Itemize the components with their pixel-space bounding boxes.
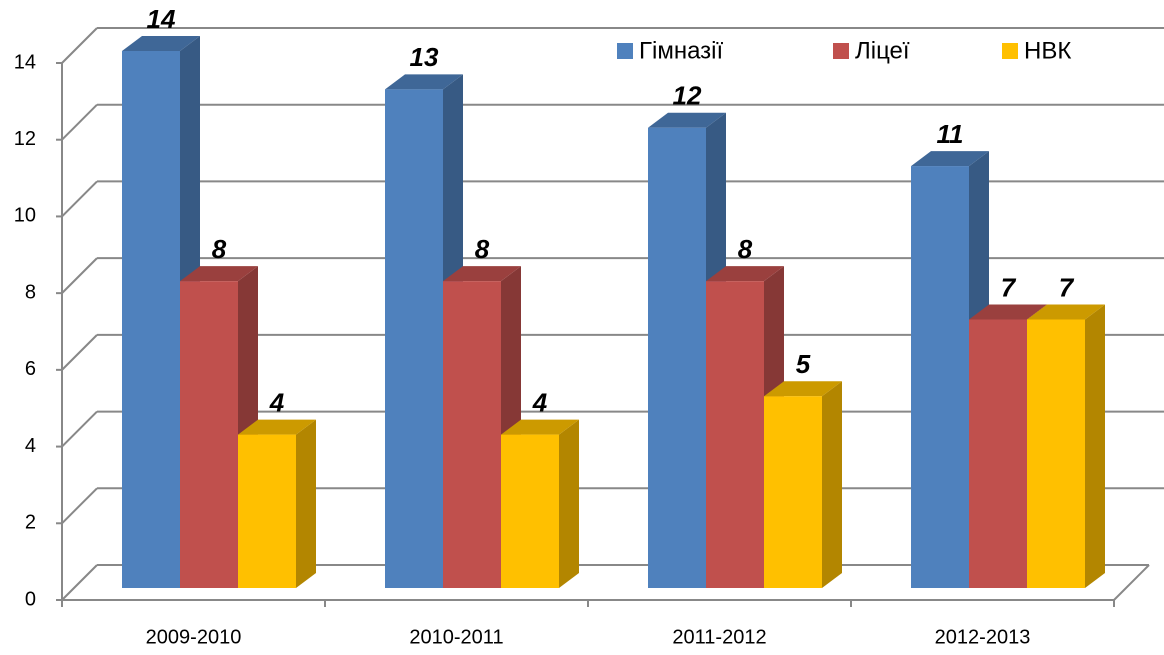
- bar-top: [706, 266, 784, 282]
- bar-top: [385, 74, 463, 90]
- x-tick-label: 2009-2010: [146, 626, 242, 648]
- grid-diagonal: [61, 27, 98, 64]
- y-tick-label: 12: [14, 128, 36, 150]
- value-label: 5: [796, 349, 811, 379]
- legend-swatch: [617, 43, 633, 59]
- floor-edge: [1113, 564, 1150, 601]
- grid-diagonal: [61, 257, 98, 294]
- bar: [122, 51, 180, 588]
- legend-label: Ліцеї: [855, 37, 910, 64]
- bar-top: [1027, 304, 1105, 320]
- value-label: 4: [532, 387, 548, 417]
- x-tick-label: 2011-2012: [672, 626, 766, 648]
- grid-diagonal: [61, 104, 98, 141]
- value-label: 8: [212, 234, 227, 264]
- y-tick-label: 0: [25, 588, 36, 610]
- bar-side: [559, 419, 579, 588]
- grid-diagonal: [61, 410, 98, 448]
- bar: [969, 319, 1027, 588]
- bar-side: [1085, 304, 1105, 588]
- x-tick-label: 2012-2013: [935, 626, 1031, 648]
- value-label: 11: [937, 119, 964, 149]
- bar-top: [969, 304, 1047, 320]
- grid-diagonal: [61, 487, 98, 524]
- bar: [385, 89, 443, 588]
- bar: [238, 434, 296, 588]
- bar: [764, 396, 822, 588]
- bar-top: [443, 266, 521, 282]
- bar-top: [238, 419, 316, 435]
- bar: [911, 166, 969, 589]
- value-label: 14: [147, 4, 176, 34]
- legend-swatch: [1002, 43, 1018, 59]
- bar-top: [501, 419, 579, 435]
- bar-top: [764, 381, 842, 397]
- bar-side: [822, 381, 842, 588]
- grid-diagonal: [61, 180, 98, 218]
- legend-label: НВК: [1024, 37, 1071, 64]
- y-tick-label: 2: [25, 512, 36, 534]
- value-label: 7: [1001, 272, 1017, 302]
- bar-top: [911, 151, 989, 167]
- value-label: 8: [738, 234, 753, 264]
- value-label: 8: [475, 234, 490, 264]
- y-tick-label: 14: [14, 51, 36, 73]
- y-tick-label: 10: [14, 205, 36, 227]
- bar: [648, 127, 706, 588]
- bar: [706, 281, 764, 588]
- bar: [180, 281, 238, 588]
- value-label: 13: [410, 42, 439, 72]
- value-label: 4: [269, 387, 285, 417]
- legend-label: Гімназії: [639, 37, 723, 64]
- legend-swatch: [833, 43, 849, 59]
- y-tick-label: 8: [25, 281, 36, 303]
- bar: [501, 434, 559, 588]
- bar-top: [122, 36, 200, 51]
- bar-top: [180, 266, 258, 282]
- grid-diagonal: [61, 334, 98, 371]
- bar-side: [296, 419, 316, 588]
- bar: [1027, 319, 1085, 588]
- grid-diagonal: [61, 564, 98, 601]
- value-label: 12: [673, 81, 702, 111]
- x-tick-label: 2010-2011: [409, 626, 503, 648]
- bar: [443, 281, 501, 588]
- value-label: 7: [1059, 272, 1075, 302]
- bar-top: [648, 112, 726, 128]
- y-tick-label: 6: [25, 358, 36, 380]
- y-tick-label: 4: [25, 435, 36, 457]
